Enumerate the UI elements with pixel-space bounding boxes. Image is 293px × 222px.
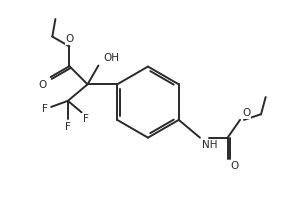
Text: O: O xyxy=(242,108,250,118)
Text: OH: OH xyxy=(103,53,119,63)
Text: O: O xyxy=(231,161,239,171)
Text: O: O xyxy=(38,80,47,90)
Text: NH: NH xyxy=(202,140,217,150)
Text: O: O xyxy=(65,34,74,44)
Text: F: F xyxy=(42,104,48,114)
Text: F: F xyxy=(65,122,71,132)
Text: F: F xyxy=(84,114,89,124)
